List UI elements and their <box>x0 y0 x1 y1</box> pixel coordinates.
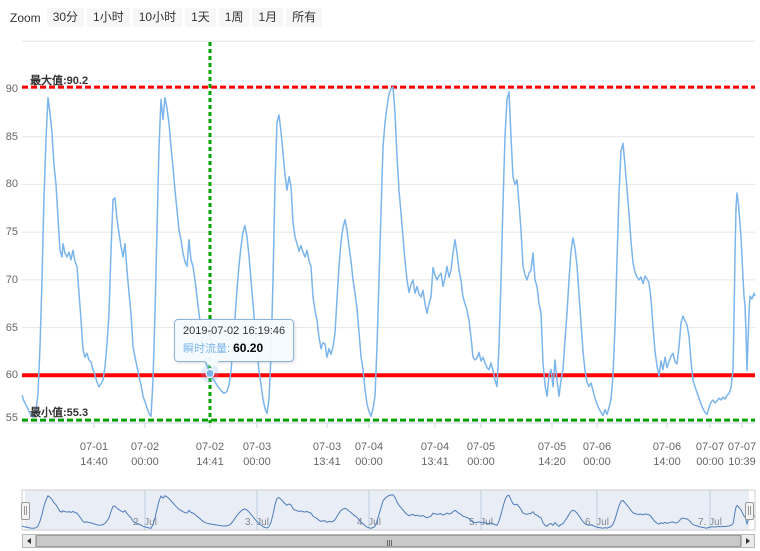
y-axis-label: 65 <box>5 321 18 334</box>
x-axis-label: 07-07 10:39 <box>727 441 757 468</box>
navigator-mask[interactable] <box>25 490 749 530</box>
range-button[interactable]: 30分 <box>46 8 85 27</box>
navigator-left-handle[interactable] <box>21 502 30 520</box>
y-axis-label: 55 <box>5 412 18 424</box>
y-axis-label: 60 <box>5 369 18 382</box>
y-axis-label: 75 <box>5 226 18 239</box>
x-axis-label: 07-02 14:41 <box>195 441 225 468</box>
max-value-label: 最大值:90.2 <box>30 75 89 87</box>
scrollbar-left-arrow-icon <box>27 538 31 544</box>
tooltip-value: 60.20 <box>233 341 264 355</box>
x-axis-label: 07-05 14:20 <box>537 441 567 468</box>
range-button[interactable]: 10小时 <box>132 8 183 27</box>
range-button[interactable]: 1周 <box>218 8 250 27</box>
range-button[interactable]: 1月 <box>252 8 284 27</box>
scrollbar-right-arrow-icon <box>746 538 750 544</box>
x-axis-label: 07-03 00:00 <box>242 441 272 468</box>
x-axis-label: 07-03 13:41 <box>312 441 342 468</box>
tooltip-series-label: 瞬时流量: <box>183 343 231 355</box>
x-axis-label: 07-07 00:00 <box>695 441 725 468</box>
scrollbar-left-button[interactable] <box>22 534 36 548</box>
scrollbar <box>22 534 755 548</box>
y-axis-label: 80 <box>5 178 18 191</box>
range-selector: Zoom 30分 1小时 10小时 1天 1周 1月 所有 <box>10 8 323 27</box>
navigator-series-line <box>21 494 756 529</box>
x-axis-label: 07-04 00:00 <box>354 441 384 468</box>
navigator-handle-grip-icon <box>24 506 25 515</box>
x-axis-label: 07-06 00:00 <box>582 441 612 468</box>
min-value-label: 最小值:55.3 <box>30 407 89 419</box>
y-axis-label: 90 <box>5 83 18 95</box>
range-button[interactable]: 1小时 <box>87 8 130 27</box>
scrollbar-track[interactable] <box>36 534 741 548</box>
x-axis-label: 07-04 13:41 <box>420 441 450 468</box>
range-selector-buttons: 30分 1小时 10小时 1天 1周 1月 所有 <box>46 8 323 27</box>
scrollbar-right-button[interactable] <box>741 534 755 548</box>
navigator-handle-grip-icon <box>748 506 749 515</box>
x-axis-label: 07-02 00:00 <box>130 441 160 468</box>
series-line[interactable] <box>21 86 756 419</box>
x-axis-label: 07-01 14:40 <box>79 441 109 468</box>
tooltip: 2019-07-02 16:19:46 瞬时流量: 60.20 <box>174 319 295 368</box>
scrollbar-thumb[interactable] <box>36 535 741 547</box>
range-selector-zoom-label: Zoom <box>10 10 41 25</box>
x-axis-label: 07-05 00:00 <box>466 441 496 468</box>
navigator-right-handle[interactable] <box>745 502 754 520</box>
range-button[interactable]: 1天 <box>185 8 216 27</box>
series-marker[interactable] <box>205 368 215 378</box>
scrollbar-grip-icon <box>388 540 390 546</box>
x-axis-label: 07-06 14:00 <box>652 441 682 468</box>
tooltip-datetime: 2019-07-02 16:19:46 <box>183 325 286 337</box>
y-axis-label: 85 <box>5 130 18 143</box>
range-button[interactable]: 所有 <box>286 8 323 27</box>
y-axis-label: 70 <box>5 273 18 286</box>
